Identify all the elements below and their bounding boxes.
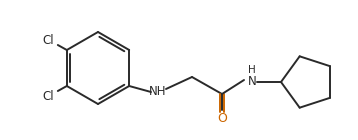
Text: H: H <box>248 65 256 75</box>
Text: N: N <box>248 74 256 88</box>
Text: O: O <box>217 111 227 124</box>
Text: NH: NH <box>149 85 167 97</box>
Text: Cl: Cl <box>42 89 54 102</box>
Text: Cl: Cl <box>42 33 54 46</box>
